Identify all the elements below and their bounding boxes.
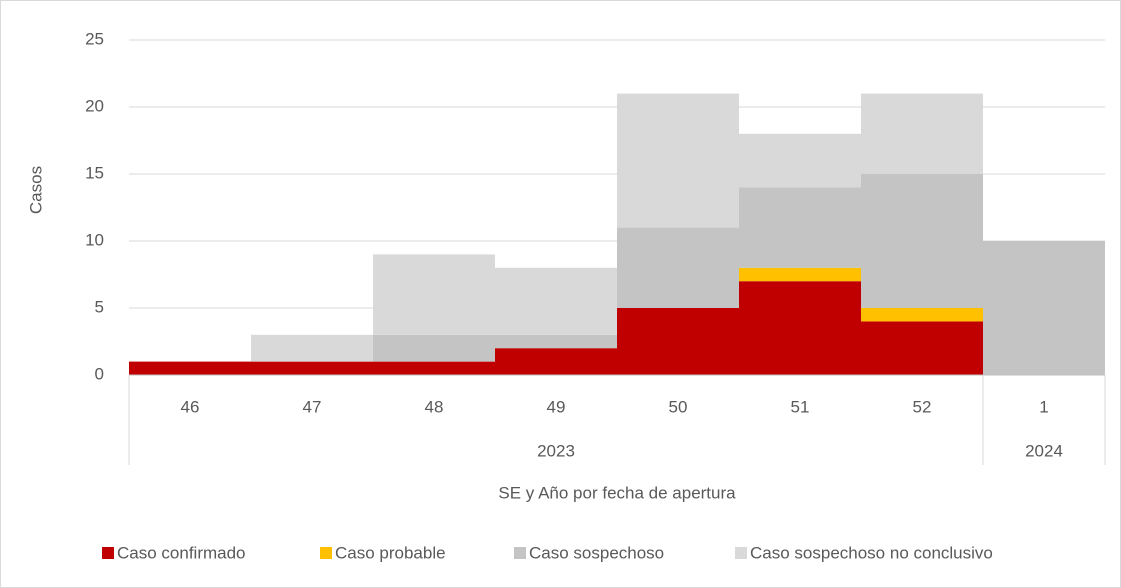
bar-segment [617,308,739,375]
legend-label: Caso probable [335,543,446,562]
y-tick-label: 20 [85,96,104,115]
bar-segment [739,267,861,282]
bar-segment [739,187,861,268]
bar-segment [861,321,983,375]
y-tick-label: 15 [85,163,104,182]
bar-segment [373,254,495,335]
legend-swatch [102,547,114,559]
x-tick-label: 49 [547,397,566,416]
bar-segment [495,334,617,349]
x-tick-label: 48 [425,397,444,416]
bar-segment [739,281,861,375]
y-tick-label: 10 [85,230,104,249]
group-label: 2024 [1025,441,1063,460]
x-tick-label: 1 [1039,397,1048,416]
group-label: 2023 [537,441,575,460]
legend-swatch [320,547,332,559]
x-tick-label: 52 [913,397,932,416]
x-tick-label: 50 [669,397,688,416]
x-tick-label: 46 [181,397,200,416]
bar-segment [129,361,251,375]
legend-label: Caso confirmado [117,543,246,562]
bar-segment [983,241,1105,375]
x-axis-title: SE y Año por fecha de apertura [498,483,736,502]
y-tick-label: 0 [95,364,104,383]
bar-segment [251,361,373,375]
x-tick-label: 47 [303,397,322,416]
bar-segment [495,348,617,375]
legend-swatch [514,547,526,559]
bar-segment [739,133,861,188]
bar-segment [251,334,373,362]
bar-segment [373,334,495,362]
y-tick-label: 5 [95,297,104,316]
bar-segment [861,308,983,322]
legend-label: Caso sospechoso no conclusivo [750,543,993,562]
bar-segment [373,361,495,375]
bar-segment [617,93,739,228]
y-tick-label: 25 [85,29,104,48]
bar-segment [861,174,983,308]
bar-segment [495,267,617,335]
y-axis-title: Casos [26,166,45,214]
legend-label: Caso sospechoso [529,543,664,562]
legend-swatch [735,547,747,559]
bar-segment [861,93,983,174]
x-tick-label: 51 [791,397,810,416]
bar-segment [617,227,739,308]
